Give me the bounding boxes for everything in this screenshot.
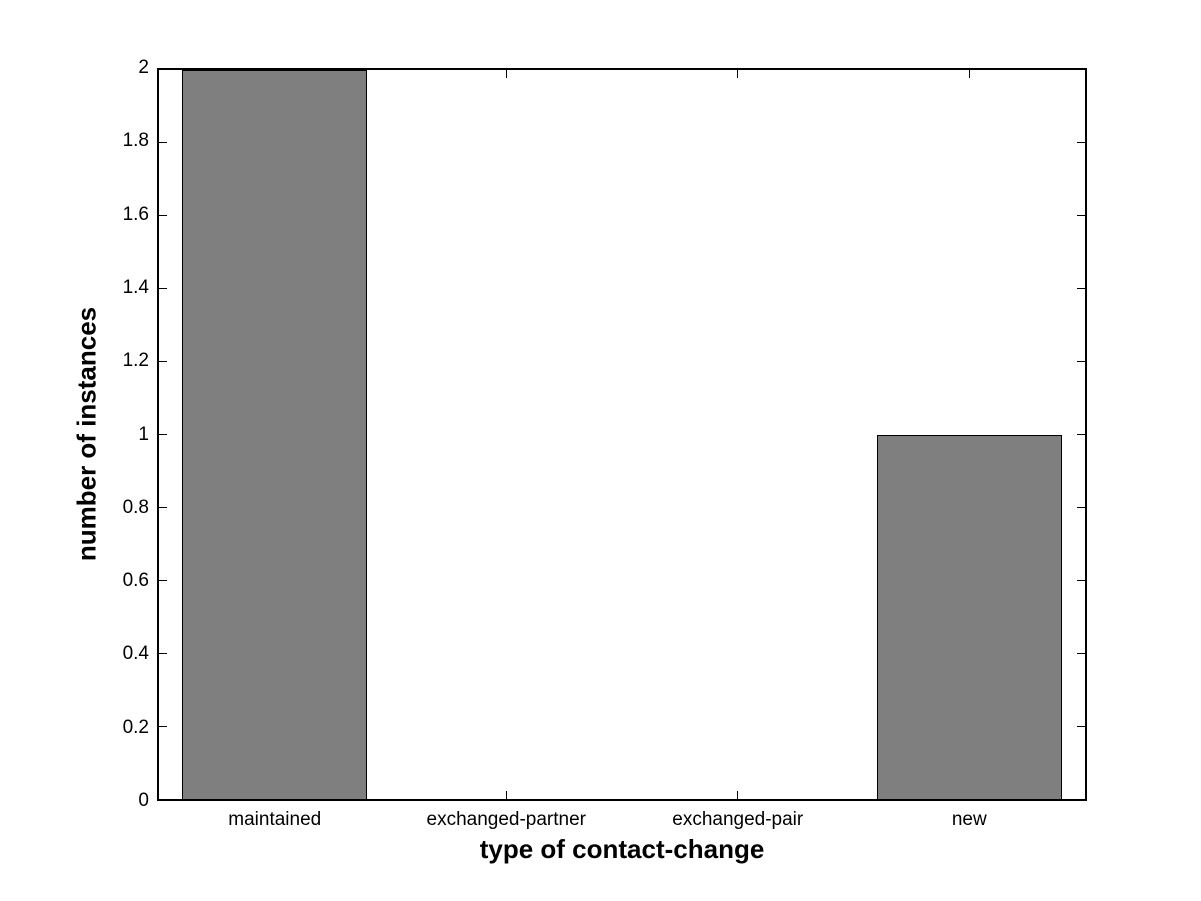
y-tick-label: 0: [138, 790, 149, 811]
y-tick-right: [1077, 725, 1085, 727]
y-tick-left: [159, 361, 167, 363]
y-tick-right: [1077, 434, 1085, 435]
x-tick-label: exchanged-pair: [672, 809, 804, 830]
y-tick-left: [159, 142, 167, 144]
y-tick-label: 0.2: [122, 716, 149, 738]
y-tick-left: [159, 652, 167, 654]
y-tick-label: 0.6: [122, 570, 149, 592]
y-tick-left: [159, 579, 167, 581]
y-tick-left: [159, 288, 167, 290]
y-tick-left: [159, 215, 167, 217]
x-tick-bottom: [505, 791, 507, 799]
x-tick-label: maintained: [228, 809, 322, 830]
y-tick-label: 1.6: [122, 203, 149, 225]
bar-maintained: [182, 70, 368, 799]
y-tick-left: [159, 725, 167, 727]
y-tick-right: [1077, 215, 1085, 217]
y-tick-label: 1.8: [122, 130, 149, 152]
x-tick-top: [968, 70, 970, 78]
x-tick-top: [505, 70, 507, 78]
y-tick-label: 1: [138, 423, 149, 445]
x-tick-top: [737, 70, 739, 78]
y-tick-label: 1.4: [122, 276, 149, 298]
y-tick-right: [1077, 506, 1085, 508]
y-tick-right: [1077, 652, 1085, 654]
y-tick-label: 2: [138, 57, 149, 78]
y-tick-label: 1.2: [122, 350, 149, 372]
y-tick-left: [159, 434, 167, 435]
y-tick-label: 0.8: [122, 496, 149, 518]
y-tick-right: [1077, 142, 1085, 144]
y-tick-right: [1077, 288, 1085, 290]
bar-new: [876, 434, 1062, 799]
x-tick-label: new: [951, 809, 987, 830]
y-tick-left: [159, 506, 167, 508]
y-tick-right: [1077, 579, 1085, 581]
plot-area: [157, 68, 1087, 801]
x-tick-bottom: [737, 791, 739, 799]
y-tick-label: 0.4: [122, 643, 149, 665]
x-axis-label: type of contact-change: [479, 834, 765, 864]
y-tick-right: [1077, 361, 1085, 363]
x-tick-label: exchanged-partner: [426, 809, 587, 830]
